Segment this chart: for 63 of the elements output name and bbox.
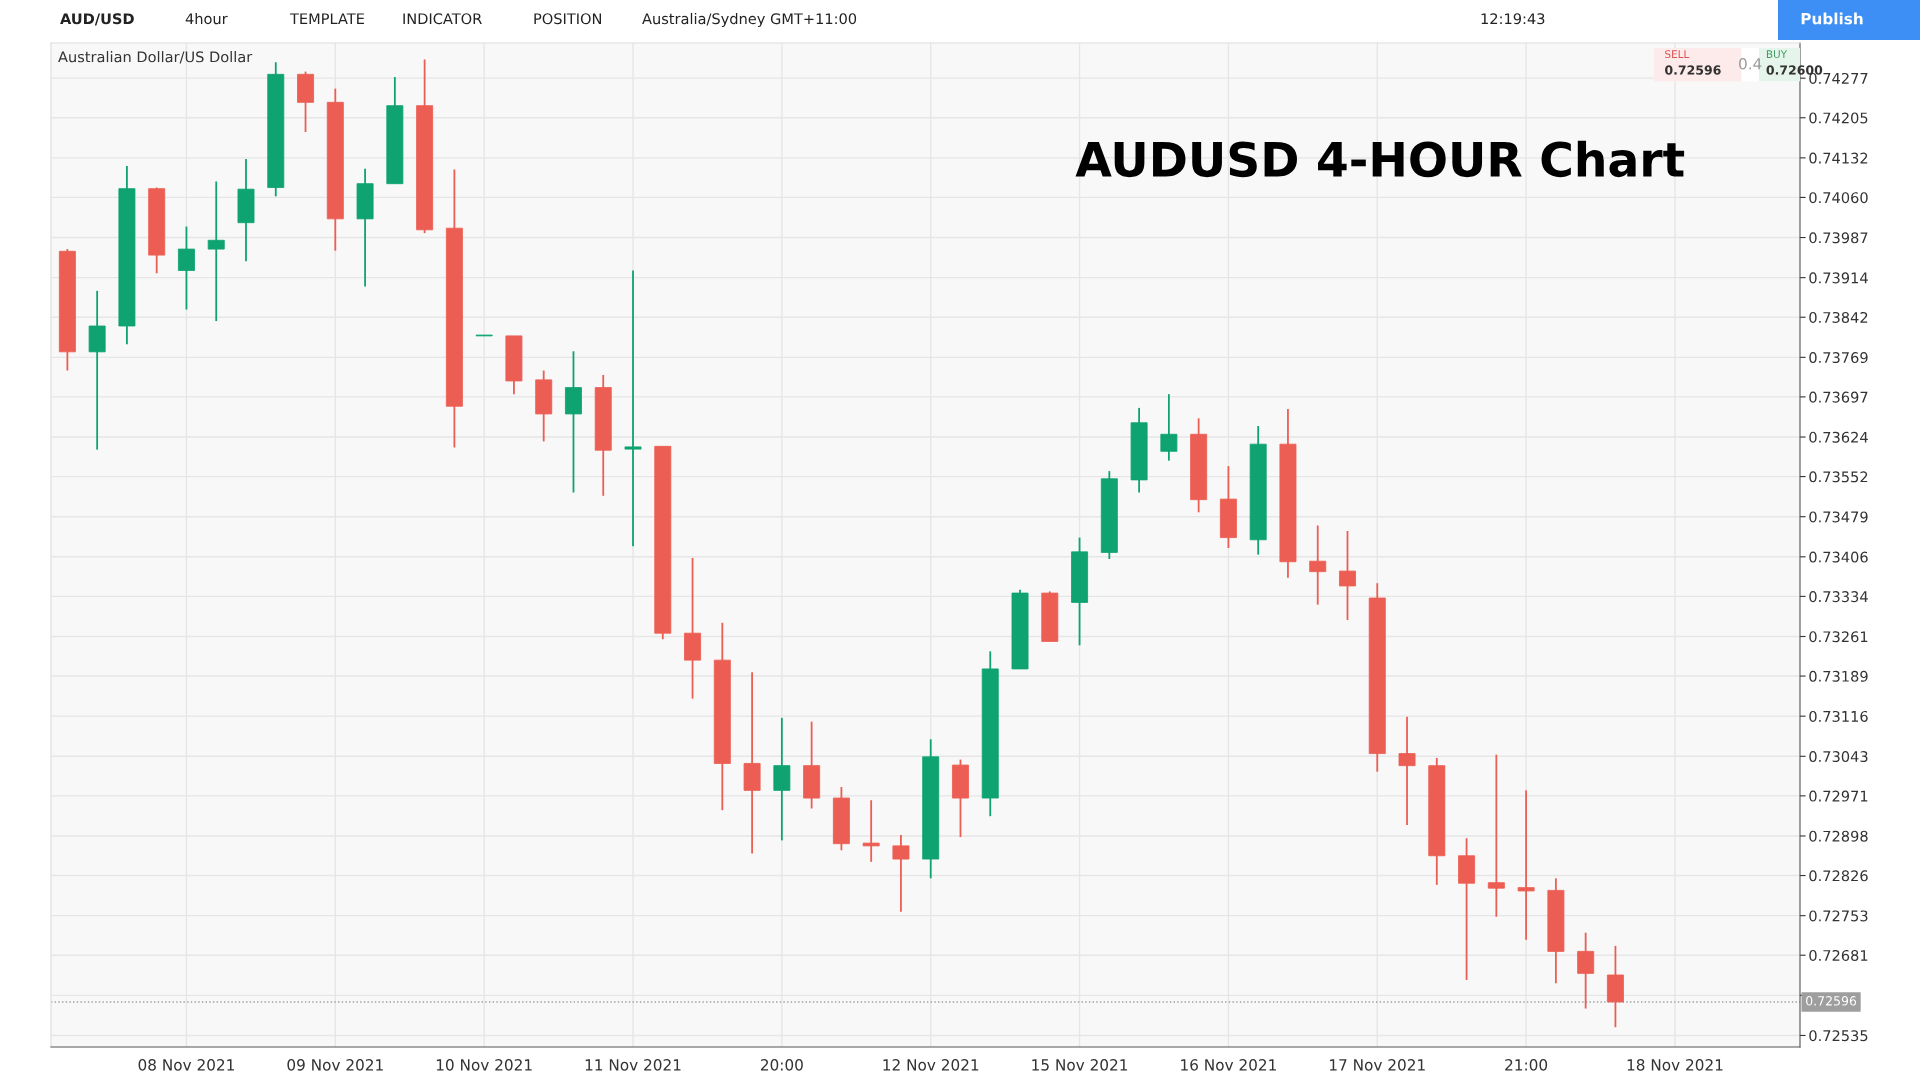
- y-tick-label: 0.73769: [1809, 352, 1868, 364]
- annotation: 0.72600: [1766, 65, 1823, 75]
- annotation: SELL: [1665, 50, 1690, 59]
- text: INDICATOR: [403, 13, 482, 25]
- y-tick-label: 0.73043: [1809, 751, 1868, 763]
- text: POSITION: [534, 13, 601, 25]
- candlestick: [207, 180, 225, 322]
- y-tick-label: 0.74205: [1809, 112, 1868, 124]
- annotation: BUY: [1766, 50, 1788, 59]
- candlestick: [1577, 931, 1595, 1010]
- y-tick-label: 0.72971: [1809, 790, 1868, 802]
- y-tick-label: 0.73479: [1809, 511, 1868, 523]
- y-tick-label: 0.73552: [1809, 471, 1868, 483]
- text: 4hour: [185, 12, 228, 25]
- y-tick-label: 0.73261: [1809, 631, 1868, 643]
- x-tick-label: 10 Nov 2021: [436, 1059, 532, 1071]
- x-tick-label: 21:00: [1505, 1059, 1548, 1071]
- candlestick: [892, 833, 910, 913]
- candlestick: [624, 269, 642, 548]
- x-tick-label: 09 Nov 2021: [287, 1059, 383, 1071]
- ref-line-label: 0.72596: [1806, 996, 1857, 1006]
- candlestick: [1398, 715, 1416, 826]
- x-tick-label: 12 Nov 2021: [883, 1059, 979, 1071]
- x-tick-label: 08 Nov 2021: [138, 1059, 234, 1071]
- y-tick-label: 0.73987: [1809, 232, 1868, 244]
- annotation: 0.4: [1739, 57, 1762, 70]
- y-tick-label: 0.73334: [1809, 591, 1868, 603]
- annotation: 0.72596: [1665, 65, 1721, 75]
- y-tick-label: 0.72535: [1809, 1030, 1868, 1042]
- y-tick-label: 0.74277: [1809, 72, 1868, 84]
- text: AUDUSD 4-HOUR Chart: [1075, 140, 1685, 178]
- y-tick-label: 0.73697: [1809, 391, 1868, 403]
- y-tick-label: 0.73914: [1809, 272, 1868, 284]
- candlestick: [862, 799, 880, 863]
- x-tick-label: 18 Nov 2021: [1627, 1059, 1723, 1071]
- candlestick: [1309, 524, 1327, 606]
- candlestick: [1517, 789, 1535, 941]
- y-tick-label: 0.72898: [1809, 830, 1868, 842]
- x-tick-label: 16 Nov 2021: [1181, 1059, 1276, 1071]
- x-tick-label: 17 Nov 2021: [1330, 1059, 1425, 1071]
- y-tick-label: 0.72681: [1809, 949, 1868, 961]
- y-tick-label: 0.72753: [1809, 910, 1868, 922]
- text: AUD/USD: [60, 13, 134, 26]
- text: Australia/Sydney GMT+11:00: [642, 12, 857, 28]
- candlestick: [1487, 753, 1505, 918]
- text: 12:19:43: [1481, 13, 1545, 25]
- y-tick-label: 0.73189: [1809, 670, 1868, 682]
- y-tick-label: 0.73624: [1809, 431, 1868, 443]
- y-tick-label: 0.74060: [1809, 192, 1868, 204]
- candlestick: [1160, 393, 1178, 462]
- annotation: Australian Dollar/US Dollar: [58, 51, 253, 64]
- y-tick-label: 0.74132: [1809, 152, 1868, 164]
- y-tick-label: 0.72826: [1809, 870, 1868, 882]
- y-tick-label: 0.73842: [1809, 311, 1868, 323]
- y-tick-label: 0.73116: [1809, 710, 1868, 722]
- x-tick-label: 15 Nov 2021: [1032, 1059, 1128, 1071]
- text: Publish: [1801, 12, 1863, 25]
- x-tick-label: 20:00: [760, 1059, 803, 1071]
- y-tick-label: 0.73406: [1809, 551, 1868, 563]
- candlestick: [1339, 530, 1356, 621]
- x-tick-label: 11 Nov 2021: [585, 1059, 681, 1071]
- candlestick: [178, 225, 195, 311]
- text: TEMPLATE: [289, 13, 364, 25]
